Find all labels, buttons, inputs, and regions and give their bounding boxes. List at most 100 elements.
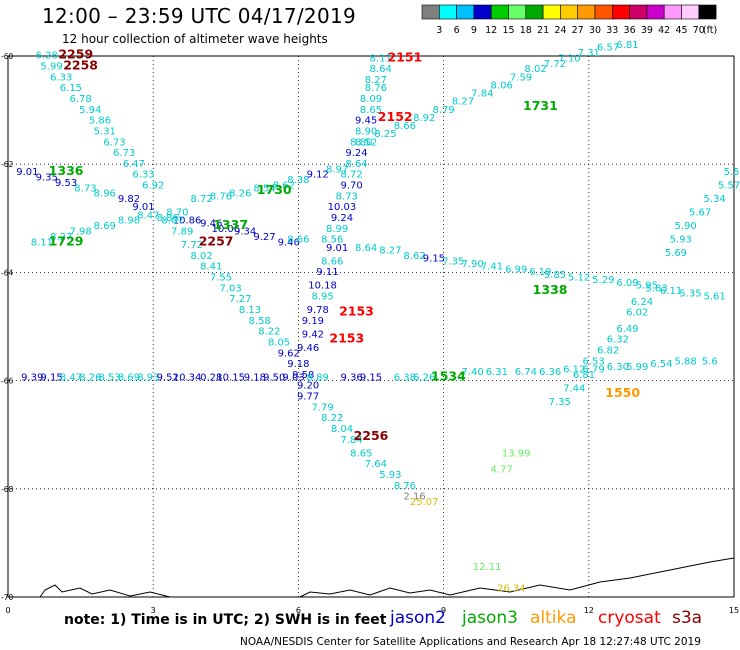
- wave-height-value: 7.41: [481, 262, 503, 273]
- wave-height-value: 2.16: [403, 492, 425, 503]
- wave-height-value: 8.27: [50, 232, 72, 243]
- wave-height-value: 8.73: [336, 191, 358, 202]
- wave-height-value: 4.77: [491, 465, 513, 476]
- wave-height-value: 5.29: [592, 275, 614, 286]
- wave-height-value: 0.28: [200, 373, 222, 384]
- wave-height-value: 9.46: [297, 343, 319, 354]
- wave-height-value: 7.31: [578, 48, 600, 59]
- colorbar-level-label: 6: [454, 25, 460, 36]
- wave-height-value: 8.62: [273, 181, 295, 192]
- wave-height-value: 7.90: [462, 259, 484, 270]
- wave-height-value: 5.95: [636, 281, 658, 292]
- colorbar-level-label: 9: [471, 25, 477, 36]
- wave-height-value: 9.53: [55, 178, 77, 189]
- footer-note: note: 1) Time is in UTC; 2) SWH is in fe…: [64, 612, 387, 628]
- wave-height-value: 9.15: [360, 373, 382, 384]
- wave-height-value: 8.26: [79, 373, 101, 384]
- legend-jason3: jason3: [462, 608, 518, 628]
- wave-height-value: 8.99: [326, 224, 348, 235]
- x-tick-label: 9: [441, 606, 446, 615]
- wave-height-value: 8.70: [166, 208, 188, 219]
- wave-height-value: 6.26: [413, 373, 435, 384]
- wave-height-value: 5.94: [79, 105, 101, 116]
- wave-height-value: 6.11: [660, 286, 682, 297]
- wave-height-value: 9.11: [316, 267, 338, 278]
- wave-height-value: 9.34: [234, 227, 256, 238]
- wave-height-value: 8.53: [99, 373, 121, 384]
- wave-height-value: 9.58: [292, 370, 314, 381]
- wave-height-value: 5.85: [544, 270, 566, 281]
- wave-height-value: 8.02: [524, 64, 546, 75]
- colorbar-level-label: 33: [606, 25, 618, 36]
- wave-height-value: 8.64: [370, 64, 392, 75]
- wave-height-value: 8.25: [374, 129, 396, 140]
- wave-height-value: 7.64: [365, 459, 387, 470]
- wave-height-value: 9.46: [200, 218, 222, 229]
- wave-height-value: 6.19: [529, 267, 551, 278]
- wave-height-value: 9.01: [132, 202, 154, 213]
- wave-height-value: 8.65: [350, 448, 372, 459]
- wave-height-value: 6.53: [583, 356, 605, 367]
- wave-height-value: 5.93: [670, 235, 692, 246]
- map-frame: [7, 55, 735, 598]
- wave-height-value: 9.50: [263, 373, 285, 384]
- wave-height-value: 8.76: [365, 83, 387, 94]
- wave-height-value: 8.62: [403, 251, 425, 262]
- wave-height-value: 9.45: [355, 116, 377, 127]
- wave-height-value: 10.86: [173, 216, 202, 227]
- colorbar-level-label: 21: [537, 25, 549, 36]
- wave-height-value: 8.95: [311, 291, 333, 302]
- wave-height-value: 6.09: [616, 278, 638, 289]
- wave-height-value: 5.99: [626, 362, 648, 373]
- wave-height-value: 7.84: [341, 435, 363, 446]
- wave-height-value: 8.38: [287, 175, 309, 186]
- wave-height-value: 8.92: [413, 113, 435, 124]
- legend-label-jason3: jason3: [462, 608, 518, 628]
- wave-height-value: 8.97: [326, 164, 348, 175]
- x-tick-label: 12: [584, 606, 594, 615]
- pass-time-label: 1731: [523, 98, 558, 113]
- y-tick-label: -62: [1, 160, 13, 169]
- wave-height-value: 9.39: [21, 373, 43, 384]
- wave-height-value: 10.03: [328, 202, 357, 213]
- wave-height-value: 8.79: [432, 105, 454, 116]
- wave-height-value: 10.15: [216, 373, 245, 384]
- pass-time-label: 1337: [213, 217, 248, 232]
- pass-time-label: 1550: [605, 385, 640, 400]
- wave-height-value: 6.24: [631, 297, 653, 308]
- wave-height-value: 8.02: [190, 251, 212, 262]
- wave-height-value: 5.61: [704, 291, 726, 302]
- y-tick-label: -60: [1, 52, 13, 61]
- map-subtitle: 12 hour collection of altimeter wave hei…: [62, 32, 328, 46]
- pass-time-label: 2257: [199, 233, 234, 248]
- wave-height-value: 6.38: [394, 373, 416, 384]
- wave-height-value: 8.66: [321, 256, 343, 267]
- wave-height-value: 6.33: [132, 170, 154, 181]
- legend-s3a: s3a: [672, 608, 702, 628]
- wave-height-value: 25.07: [410, 497, 439, 508]
- wave-height-value: 8.66: [287, 235, 309, 246]
- wave-height-value: 6.32: [607, 335, 629, 346]
- wave-height-value: 8.22: [258, 327, 280, 338]
- x-tick-label: 0: [5, 606, 10, 615]
- wave-height-value: 9.77: [297, 392, 319, 403]
- wave-height-value: 8.47: [60, 373, 82, 384]
- wave-height-value: 6.82: [597, 346, 619, 357]
- wave-height-value: 7.72: [181, 240, 203, 251]
- wave-height-value: 6.57: [597, 43, 619, 54]
- wave-height-value: 8.13: [239, 305, 261, 316]
- wave-height-value: 8.76: [210, 191, 232, 202]
- wave-height-value: 8.27: [365, 75, 387, 86]
- wave-height-value: 8.66: [394, 121, 416, 132]
- wave-height-value: 9.03: [282, 373, 304, 384]
- colorbar-level-label: 12: [485, 25, 497, 36]
- wave-height-value: 9.18: [287, 359, 309, 370]
- wave-height-value: 9.19: [302, 316, 324, 327]
- wave-height-value: 7.40: [462, 367, 484, 378]
- wave-height-value: 8.09: [360, 94, 382, 105]
- wave-height-value: 6.49: [616, 324, 638, 335]
- wave-height-value: 6.33: [50, 72, 72, 83]
- wave-height-value: 5.34: [704, 194, 726, 205]
- wave-height-value: 9.36: [341, 373, 363, 384]
- wave-height-value: 6.15: [60, 83, 82, 94]
